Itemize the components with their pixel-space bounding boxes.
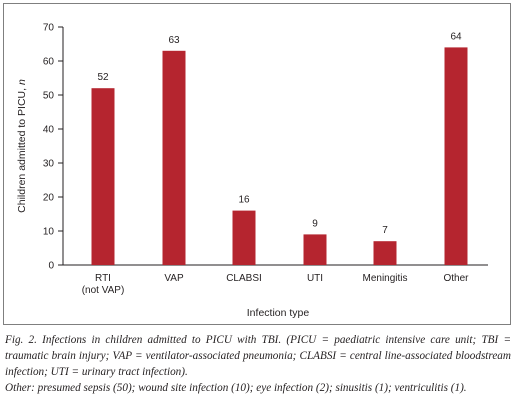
x-category-label: RTI (not VAP): [82, 273, 125, 296]
y-tick-label: 30: [43, 159, 55, 170]
data-label: 7: [382, 225, 388, 236]
bar: [444, 47, 468, 266]
bar: [232, 210, 256, 265]
bar: [373, 241, 397, 265]
y-tick-label: 50: [43, 91, 55, 102]
data-label: 16: [238, 195, 250, 206]
data-label: 63: [168, 35, 180, 46]
y-axis-title: Children admitted to PICU, n: [16, 79, 28, 213]
x-category-label: Other: [443, 273, 469, 284]
figure-caption: Fig. 2. Infections in children admitted …: [5, 332, 511, 396]
x-category-label: UTI: [307, 273, 323, 284]
bar: [91, 88, 115, 265]
chart-frame: [3, 3, 511, 325]
data-label: 64: [450, 31, 462, 42]
y-tick-label: 70: [43, 23, 55, 34]
data-label: 9: [312, 218, 318, 229]
x-category-label: VAP: [164, 273, 184, 284]
caption-note: Other: presumed sepsis (50); wound site …: [5, 382, 467, 394]
bar-chart: 0 10 20 30 40 50 60 70 Children admitted to PICU…: [16, 23, 488, 319]
x-axis-title: Infection type: [247, 307, 310, 319]
caption-main: Fig. 2. Infections in children admitted …: [5, 334, 511, 378]
y-tick-label: 0: [48, 261, 54, 272]
y-tick-label: 40: [43, 125, 55, 136]
y-tick-label: 10: [43, 227, 55, 238]
x-category-label: Meningitis: [362, 273, 407, 284]
x-category-label: CLABSI: [226, 273, 262, 284]
y-tick-label: 60: [43, 57, 55, 68]
bar: [303, 234, 327, 265]
bar: [162, 50, 186, 265]
data-label: 52: [97, 72, 109, 83]
y-tick-label: 20: [43, 193, 55, 204]
